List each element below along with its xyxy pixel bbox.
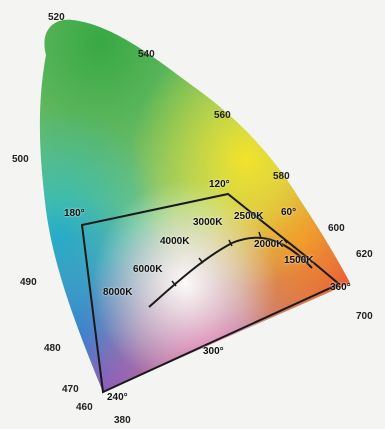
wavelength-label-600: 600 (328, 223, 345, 234)
hue-angle-label-180: 180° (64, 208, 85, 219)
cct-label-2000k: 2000K (254, 239, 284, 250)
cct-label-6000k: 6000K (133, 264, 163, 275)
wavelength-label-380: 380 (114, 415, 131, 426)
hue-angle-label-300: 300° (203, 346, 224, 357)
wavelength-label-580: 580 (273, 171, 290, 182)
hue-angle-label-60: 60° (281, 207, 297, 218)
wavelength-label-540: 540 (138, 49, 155, 60)
cct-label-4000k: 4000K (160, 236, 190, 247)
hue-angle-label-360: 360° (330, 282, 351, 293)
planckian-ticks (171, 231, 288, 287)
hue-angle-label-240: 240° (107, 392, 128, 403)
gamut-outline (80, 192, 341, 394)
wavelength-label-520: 520 (48, 12, 65, 23)
wavelength-label-490: 490 (20, 277, 37, 288)
wavelength-label-700: 700 (356, 311, 373, 322)
hue-angle-label-120: 120° (209, 179, 230, 190)
cct-label-8000k: 8000K (103, 287, 133, 298)
cct-label-1500k: 1500K (284, 255, 314, 266)
cct-label-2500k: 2500K (234, 211, 264, 222)
wavelength-label-560: 560 (214, 110, 231, 121)
wavelength-label-480: 480 (44, 343, 61, 354)
wavelength-label-460: 460 (76, 402, 93, 413)
cct-label-3000k: 3000K (193, 217, 223, 228)
planckian-locus (148, 236, 313, 308)
wavelength-label-470: 470 (62, 384, 79, 395)
wavelength-label-500: 500 (12, 154, 29, 165)
wavelength-label-620: 620 (356, 249, 373, 260)
